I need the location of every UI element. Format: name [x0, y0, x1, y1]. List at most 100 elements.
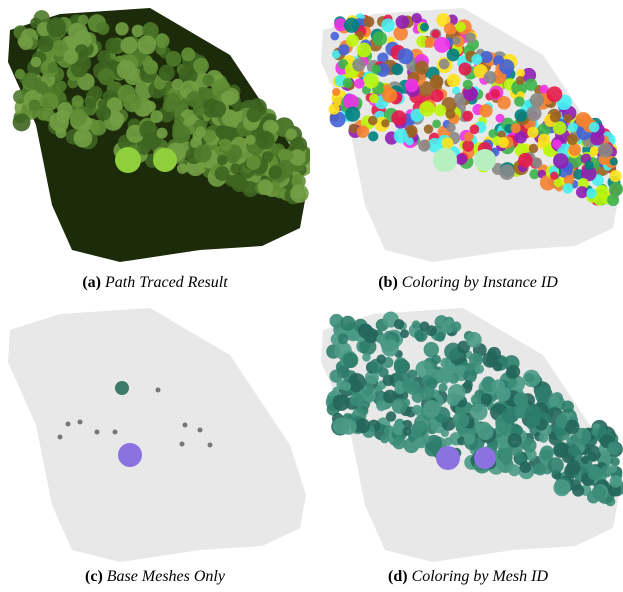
molecule	[525, 373, 534, 382]
molecule	[394, 359, 409, 374]
molecule	[363, 16, 374, 27]
render-b	[313, 0, 623, 268]
molecule	[330, 32, 339, 41]
molecule	[466, 332, 482, 348]
molecule	[78, 15, 89, 26]
molecule	[436, 368, 452, 384]
molecule	[46, 17, 66, 37]
molecule	[585, 161, 594, 170]
molecule	[431, 30, 440, 39]
molecule	[368, 131, 378, 141]
molecule	[480, 51, 492, 63]
molecule	[97, 22, 110, 35]
small-molecule	[58, 435, 63, 440]
molecule	[458, 62, 471, 75]
molecule	[56, 81, 67, 92]
molecule	[445, 109, 455, 119]
molecule	[186, 91, 203, 108]
molecule	[71, 95, 83, 107]
molecule	[446, 123, 456, 133]
molecule	[195, 126, 206, 137]
molecule	[13, 113, 31, 131]
molecule	[414, 438, 424, 448]
molecule	[425, 37, 436, 48]
molecule	[174, 115, 184, 125]
molecule	[493, 362, 503, 372]
small-molecule	[198, 428, 203, 433]
molecule	[563, 183, 574, 194]
molecule	[343, 78, 353, 88]
molecule	[448, 384, 466, 402]
molecule	[490, 89, 500, 99]
small-molecule	[113, 430, 118, 435]
molecule	[372, 65, 381, 74]
molecule	[117, 60, 136, 79]
molecule	[547, 86, 563, 102]
caption: (c) Base Meshes Only	[0, 568, 310, 586]
molecule	[392, 398, 407, 413]
molecule	[118, 443, 142, 467]
highlight	[115, 147, 141, 173]
molecule	[172, 125, 190, 143]
molecule	[491, 379, 504, 392]
molecule	[462, 140, 474, 152]
molecule	[342, 382, 351, 391]
molecule	[407, 369, 417, 379]
molecule	[344, 18, 359, 33]
molecule	[37, 36, 53, 52]
molecule	[363, 73, 378, 88]
molecule	[383, 84, 391, 92]
caption: (b) Coloring by Instance ID	[313, 274, 623, 292]
molecule	[246, 156, 260, 170]
small-molecule	[156, 388, 161, 393]
molecule	[56, 109, 70, 123]
molecule	[511, 123, 521, 133]
molecule	[547, 457, 563, 473]
molecule	[456, 154, 467, 165]
molecule	[350, 393, 364, 407]
molecule	[553, 121, 567, 135]
molecule	[607, 194, 619, 206]
molecule	[397, 48, 413, 64]
molecule	[464, 434, 475, 445]
molecule	[590, 148, 598, 156]
molecule	[444, 23, 456, 35]
highlight	[474, 447, 496, 469]
molecule	[423, 400, 441, 418]
molecule	[598, 426, 606, 434]
molecule	[362, 353, 371, 362]
molecule	[434, 37, 450, 53]
molecule	[156, 36, 166, 46]
molecule	[64, 49, 79, 64]
molecule	[587, 452, 596, 461]
molecule	[465, 32, 476, 43]
molecule	[598, 143, 613, 158]
molecule	[507, 433, 522, 448]
molecule	[391, 110, 406, 125]
caption: (a) Path Traced Result	[0, 274, 310, 292]
molecule	[156, 128, 167, 139]
molecule	[561, 400, 573, 412]
molecule	[115, 381, 129, 395]
molecule	[406, 127, 416, 137]
molecule	[328, 104, 339, 115]
molecule	[405, 78, 419, 92]
molecule	[257, 179, 273, 195]
molecule	[412, 320, 420, 328]
molecule	[412, 405, 422, 415]
molecule	[137, 35, 156, 54]
molecule	[163, 99, 176, 112]
molecule	[37, 108, 50, 121]
molecule	[215, 166, 230, 181]
molecule	[508, 464, 520, 476]
molecule	[576, 186, 588, 198]
molecule	[48, 62, 59, 73]
molecule	[115, 22, 128, 35]
molecule	[430, 75, 444, 89]
molecule	[550, 112, 561, 123]
molecule	[420, 386, 434, 400]
molecule	[439, 383, 448, 392]
molecule	[471, 394, 482, 405]
molecule	[418, 140, 430, 152]
small-molecule	[95, 430, 100, 435]
